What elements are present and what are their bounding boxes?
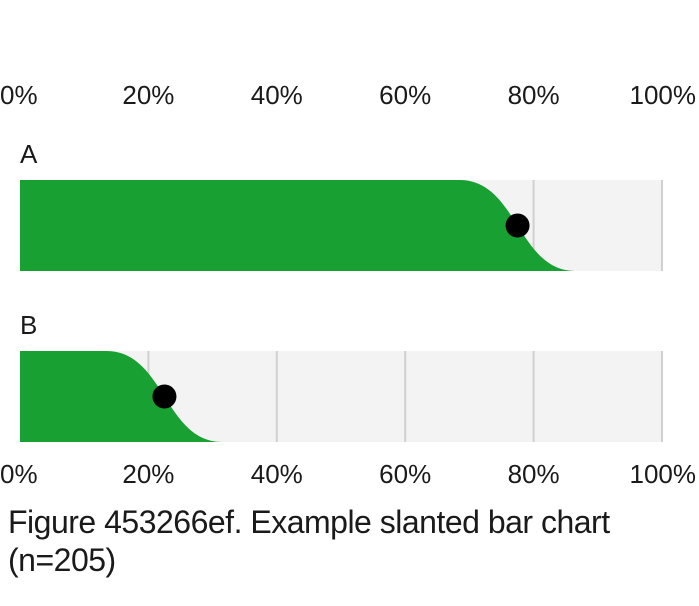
tick-label-top-2: 40% xyxy=(251,80,303,110)
tick-label-bottom-5: 100% xyxy=(630,459,697,489)
tick-label-top-0: 0% xyxy=(0,80,38,110)
value-marker-B xyxy=(152,384,177,409)
tick-label-bottom-0: 0% xyxy=(0,459,38,489)
tick-label-bottom-1: 20% xyxy=(122,459,174,489)
tick-label-top-3: 60% xyxy=(379,80,431,110)
row-label-B: B xyxy=(20,310,37,340)
bar-fill-A xyxy=(20,180,576,271)
tick-label-bottom-3: 60% xyxy=(379,459,431,489)
tick-label-top-4: 80% xyxy=(508,80,560,110)
tick-label-top-5: 100% xyxy=(630,80,697,110)
tick-label-bottom-4: 80% xyxy=(508,459,560,489)
value-marker-A xyxy=(505,213,530,238)
tick-label-top-1: 20% xyxy=(122,80,174,110)
figure-caption: Figure 453266ef. Example slanted bar cha… xyxy=(8,504,610,578)
bar-fill-B xyxy=(20,351,223,442)
tick-label-bottom-2: 40% xyxy=(251,459,303,489)
row-label-A: A xyxy=(20,139,38,169)
chart-canvas: 0% 0% 20% 20% 40% 40% 60% 60% 80% 80% 100% 100% A B xyxy=(0,80,697,489)
